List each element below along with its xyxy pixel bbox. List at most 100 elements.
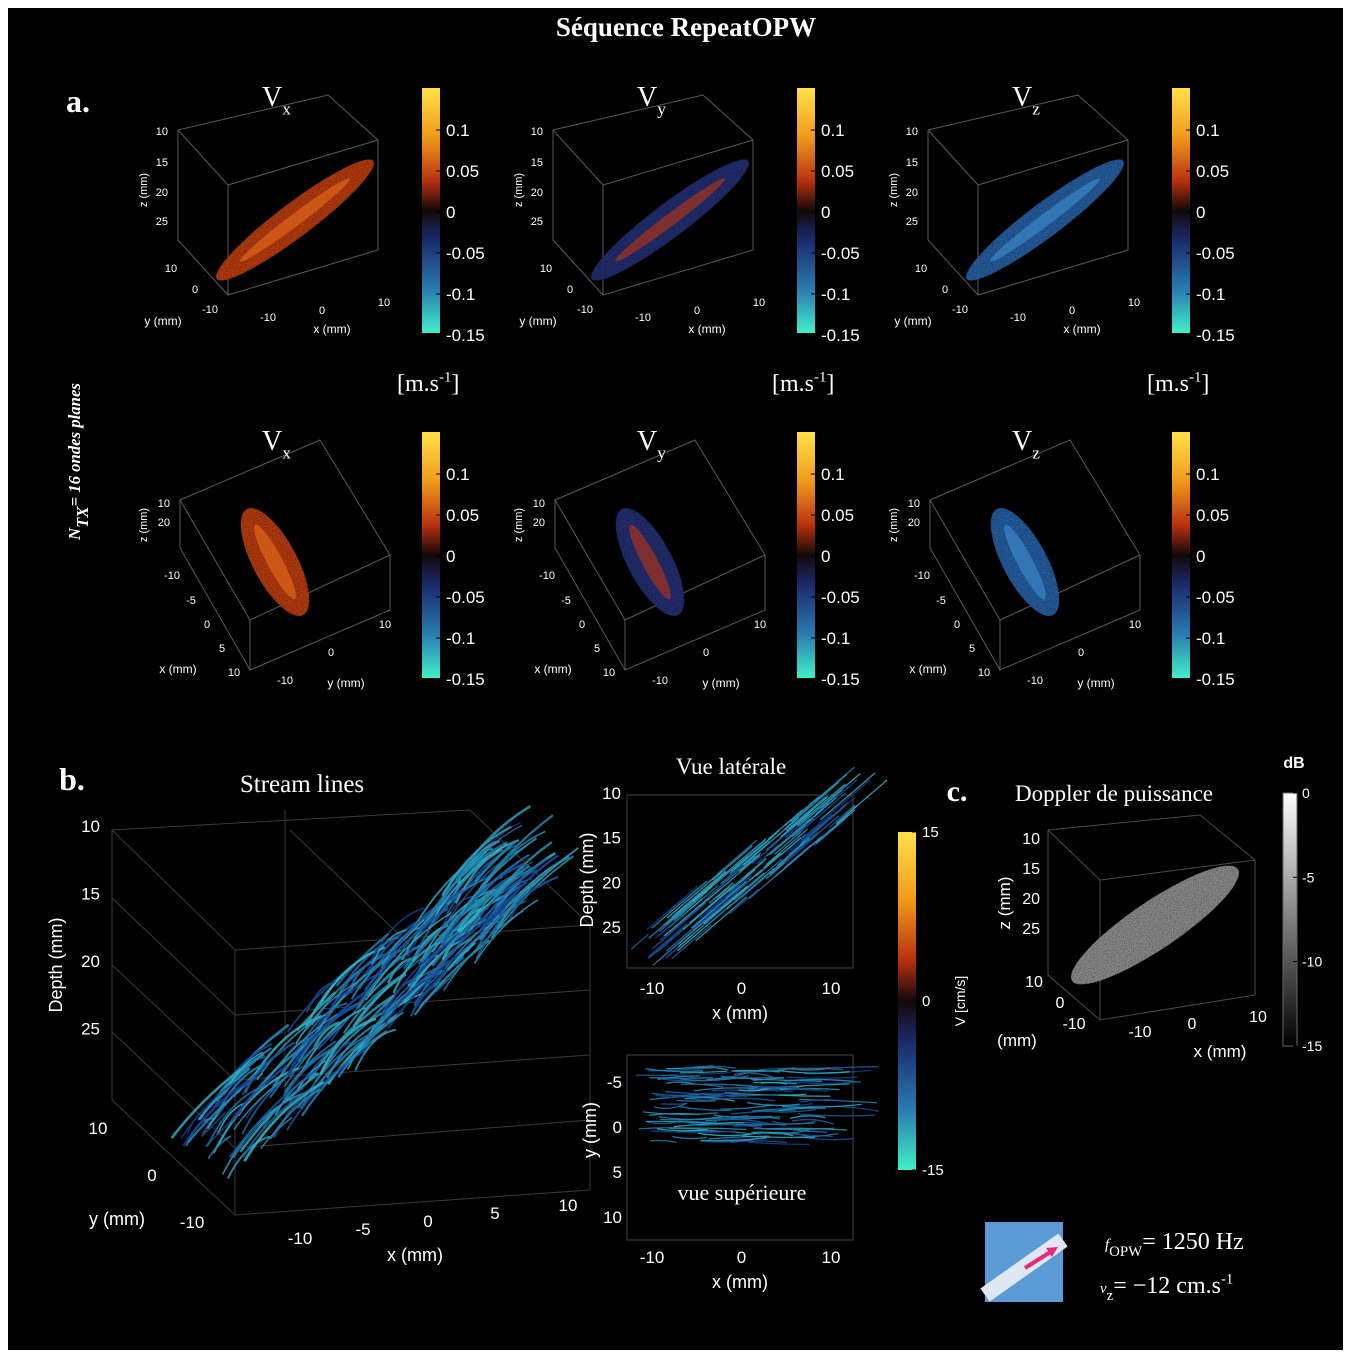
colorbar-tick-label: -5 [1302,869,1315,885]
axis-box-line [289,829,411,946]
stream-line [441,893,509,961]
panel-label: a. [66,83,90,119]
colorbar-tick-label: 0.1 [1196,465,1220,484]
stream-line [651,880,708,929]
x-tick-label: 10 [978,667,990,679]
stream-line [441,862,525,947]
stream-line [354,1028,397,1071]
stream-line [680,1083,724,1088]
y-axis-label: y (mm) [894,314,931,328]
colorbar-tick-label: 15 [922,824,939,841]
power-doppler-render [1071,865,1239,985]
stream-line [403,913,459,970]
y-tick-label: -10 [202,304,218,316]
stream-line [671,924,712,960]
stream-line [800,813,835,844]
stream-line [408,931,461,984]
stream-line [474,899,539,964]
colorbar-tick-label: -0.15 [821,326,860,345]
stream-line [698,1071,731,1075]
stream-line [804,797,855,842]
stream-line [474,900,527,953]
depth-tick-label: 20 [81,952,100,971]
stream-line [305,980,338,1013]
x-tick-label: 10 [822,979,841,998]
stream-line [731,1067,795,1073]
colorbar-unit: [m.s-1] [772,369,834,397]
stream-line [206,1083,270,1147]
z-axis-label: z (mm) [138,508,150,542]
stream-line [703,1083,759,1089]
colorbar [1282,792,1298,1047]
x-tick-label: 10 [822,1248,841,1267]
colorbar-tick-label: -0.1 [1196,629,1225,648]
stream-line [319,950,375,1006]
z-tick-label: 25 [906,216,918,228]
stream-line [676,1099,716,1102]
y-axis-label: (mm) [997,1031,1037,1050]
colorbar-tick-label: -0.05 [446,244,485,263]
stream-line [765,812,810,851]
stream-line [337,1011,404,1078]
z-tick-label: 25 [156,216,168,228]
z-axis-label: z (mm) [888,173,900,207]
stream-line [228,1066,321,1159]
x-tick-label: 0 [737,979,746,998]
stream-line [742,1135,816,1139]
z-tick-label: 20 [1022,891,1040,908]
colorbar [1172,88,1190,333]
flow-arrow [1023,1249,1054,1270]
x-tick-label: -10 [164,570,180,582]
stream-line [421,969,445,993]
depth-axis-label: Depth (mm) [577,832,597,927]
stream-line [828,813,846,828]
z-tick-label: 15 [531,157,543,169]
plot-title-part: x [282,99,291,118]
colorbar-tick-label: -0.1 [821,629,850,648]
stream-line [679,1075,750,1082]
stream-line [705,874,752,915]
stream-line [229,1051,263,1086]
panel-label: b. [59,761,85,797]
stream-line [755,837,802,877]
stream-line [716,839,758,875]
stream-line [652,924,700,966]
plot-title: Vx [262,426,291,462]
colorbar-tick-label: 0 [1196,547,1205,566]
axis-box-line [999,554,1141,621]
side-label-part: TX [73,506,92,528]
colorbar-unit-part: -1 [1189,369,1201,385]
x-axis-label: x (mm) [909,662,946,676]
stream-line [778,1080,860,1085]
plot-title-part: z [1032,443,1040,462]
stream-line [680,1091,731,1098]
stream-line [666,1081,694,1085]
depth-tick-label: 25 [602,918,621,937]
x-tick-label: 0 [954,619,960,631]
stream-line [668,906,701,934]
stream-line [697,883,741,920]
x-tick-label: 0 [694,305,700,317]
plot-title: Stream lines [240,771,364,798]
colorbar-tick-label: 0 [1302,785,1310,801]
stream-line [676,1130,753,1135]
colorbar-tick-label: -15 [922,1162,944,1179]
stream-line [814,801,830,815]
stream-line [738,1087,769,1092]
colorbar-tick-label: -0.05 [821,244,860,263]
y-tick-label: 0 [942,284,948,296]
axis-box-line [1099,859,1256,881]
colorbar-tick-label: 0 [1196,203,1205,222]
plot-title-part: x [282,443,291,462]
stream-line [651,902,707,950]
colorbar-tick-label: 0 [821,203,830,222]
plot-frame [626,1054,854,1241]
x-tick-label: -10 [539,570,555,582]
stream-line [655,1092,706,1098]
stream-line [648,937,673,959]
colorbar-tick-label: 0 [821,547,830,566]
stream-line [720,1072,747,1078]
stream-line [335,935,400,999]
